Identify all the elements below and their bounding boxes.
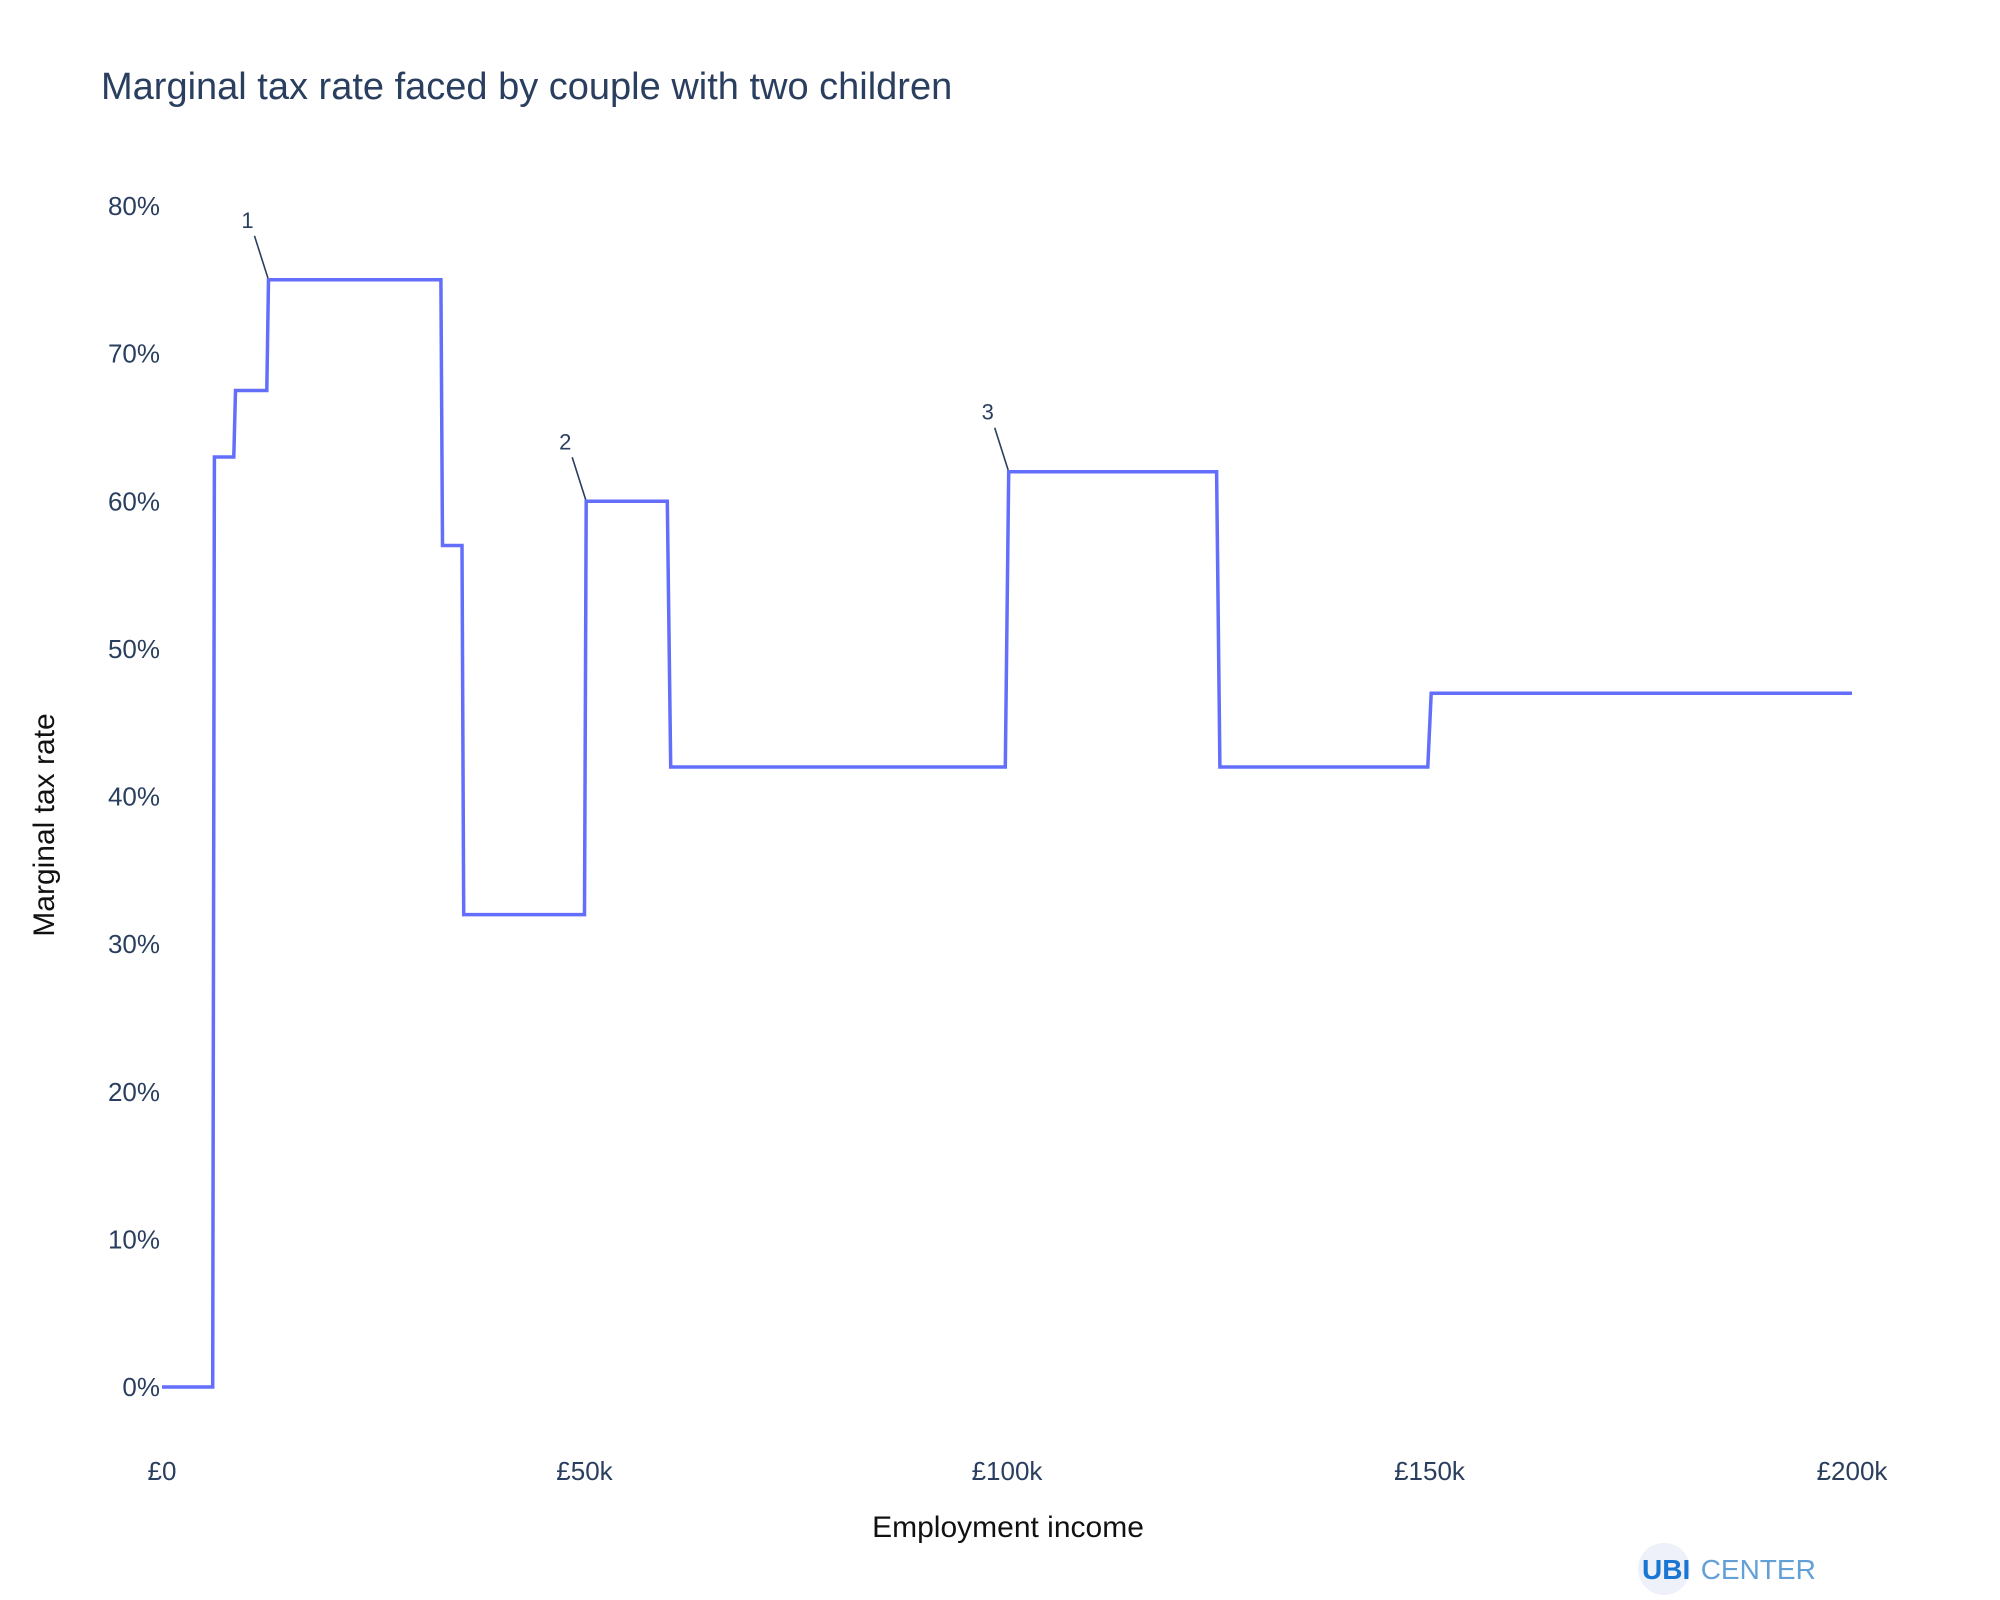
ubi-center-logo: UBI CENTER	[1638, 1543, 1816, 1595]
x-tick-label: £50k	[556, 1456, 613, 1486]
y-tick-label: 30%	[108, 929, 160, 959]
annotation-label: 1	[241, 208, 253, 233]
chart-title: Marginal tax rate faced by couple with t…	[101, 66, 952, 108]
y-tick-label: 80%	[108, 191, 160, 221]
annotation-label: 3	[982, 400, 994, 425]
x-tick-label: £0	[148, 1456, 177, 1486]
logo-circle	[1638, 1543, 1690, 1595]
y-tick-label: 40%	[108, 782, 160, 812]
annotations: 1 2 3	[241, 208, 1010, 502]
series-line	[162, 278, 1852, 1389]
x-tick-label: £150k	[1394, 1456, 1466, 1486]
x-tick-label: £200k	[1817, 1456, 1889, 1486]
annotation-arrow	[253, 235, 270, 281]
y-axis-ticks: 0% 10% 20% 30% 40% 50% 60% 70% 80%	[108, 191, 160, 1402]
y-tick-label: 20%	[108, 1077, 160, 1107]
x-axis-ticks: £0 £50k £100k £150k £200k	[148, 1456, 1889, 1486]
y-axis-title: Marginal tax rate	[28, 713, 61, 936]
x-axis-title: Employment income	[872, 1511, 1144, 1544]
y-tick-label: 50%	[108, 634, 160, 664]
y-tick-label: 0%	[122, 1372, 160, 1402]
logo-ubi-text: UBI	[1642, 1554, 1690, 1585]
y-tick-label: 60%	[108, 486, 160, 516]
svg-text:UBI CENTER: UBI CENTER	[1642, 1554, 1816, 1585]
annotation-arrow	[571, 457, 587, 502]
x-tick-label: £100k	[972, 1456, 1044, 1486]
y-tick-label: 70%	[108, 339, 160, 369]
annotation-label: 2	[559, 429, 571, 454]
annotation-arrow	[993, 427, 1010, 472]
y-tick-label: 10%	[108, 1224, 160, 1254]
logo-center-text: CENTER	[1701, 1554, 1816, 1585]
